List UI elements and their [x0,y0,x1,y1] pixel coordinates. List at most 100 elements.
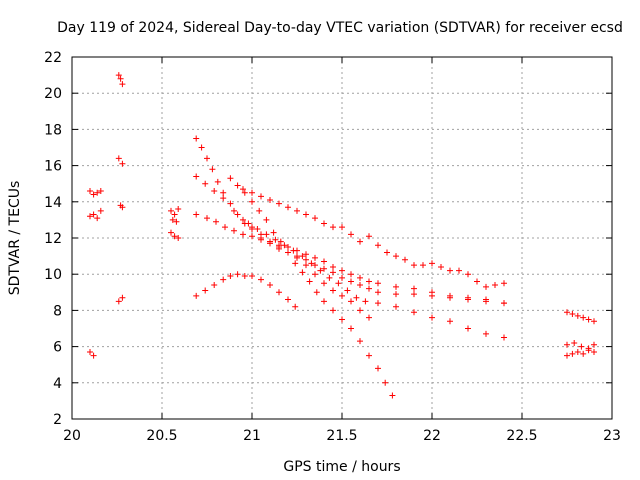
data-point [339,274,345,281]
data-point [312,254,318,261]
data-point [357,282,363,289]
data-point [335,280,342,287]
series-arc-2 [193,173,372,321]
data-point [202,180,209,187]
data-point [393,291,399,298]
data-point [227,200,234,207]
data-point [501,334,507,341]
data-point [220,276,227,283]
y-tick-label: 2 [53,412,62,428]
series-arc-11 [87,349,97,359]
data-point [94,215,101,222]
y-tick-label: 20 [44,86,62,102]
data-point [375,280,381,287]
data-point [234,182,241,189]
data-point [580,350,587,357]
data-point [411,309,417,316]
data-point [241,189,248,196]
data-point [339,224,345,231]
data-point [375,242,381,249]
data-point [241,273,248,280]
data-point [429,314,435,321]
data-point [270,229,277,236]
data-point [501,280,507,287]
data-point [456,267,462,274]
series-arc-8 [564,309,597,325]
data-point [357,338,363,345]
data-point [303,251,309,258]
data-point [501,300,507,307]
data-point [580,314,587,321]
data-point [285,296,291,303]
data-point [87,187,93,194]
data-point [317,267,324,274]
grid [72,57,612,419]
data-point [175,206,182,213]
data-point [117,75,124,82]
y-tick-label: 10 [44,267,62,283]
data-point [263,216,270,223]
data-point [569,350,576,357]
data-point [240,231,246,238]
data-point [115,298,122,305]
data-point [234,271,241,278]
data-point [220,195,227,202]
data-point [90,211,97,218]
data-point [564,309,570,316]
data-point [198,144,205,151]
data-point [209,166,216,173]
data-point [591,318,597,325]
data-point [240,216,246,223]
data-point [366,352,372,359]
data-point [90,352,97,359]
data-point [447,292,453,299]
data-point [272,236,279,243]
data-point [574,349,581,356]
data-point [375,300,381,307]
series-arc-3 [193,211,507,307]
data-point [258,193,264,200]
series-arc-6 [245,220,507,341]
series-arc-13 [168,206,182,241]
series-arc-12 [115,72,126,305]
x-tick-label: 23 [603,428,621,444]
data-point [375,289,381,296]
data-point [193,135,200,142]
data-point [285,204,291,211]
data-point [330,269,336,276]
data-point [389,392,396,399]
data-point [591,349,597,356]
data-point [321,265,327,272]
series-arc-9 [564,339,597,359]
data-point [362,298,369,305]
data-point [474,278,480,285]
data-point [193,173,200,180]
data-point [574,312,581,319]
data-point [321,258,327,265]
y-tick-label: 6 [53,340,62,356]
data-point [306,278,313,285]
data-point [204,155,210,162]
data-point [115,155,122,162]
data-point [281,242,288,249]
data-point [211,187,218,194]
series-arc-7 [193,271,299,310]
data-point [344,287,351,294]
series-arc-5 [240,186,507,290]
data-point [169,216,176,223]
data-point [569,311,576,318]
data-point [564,352,570,359]
data-point [193,211,200,218]
data-point [171,211,178,218]
data-point [234,211,241,218]
data-point [348,271,354,278]
data-point [483,298,489,305]
data-point [193,292,200,299]
data-point [393,253,399,260]
data-point [312,271,318,278]
data-point [447,267,453,274]
data-point [585,316,592,323]
data-point [326,274,333,281]
data-point [330,224,336,231]
